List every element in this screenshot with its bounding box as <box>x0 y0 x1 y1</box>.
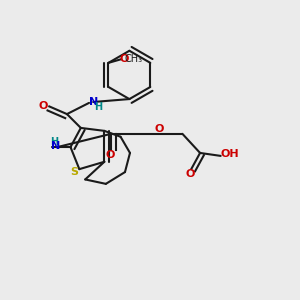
Text: S: S <box>70 167 78 177</box>
Text: N: N <box>51 141 60 151</box>
Text: H: H <box>94 102 102 112</box>
Text: H: H <box>50 137 58 147</box>
Text: O: O <box>185 169 194 179</box>
Text: O: O <box>38 100 47 110</box>
Text: O: O <box>106 150 115 160</box>
Text: N: N <box>88 97 98 107</box>
Text: O: O <box>154 124 164 134</box>
Text: O: O <box>120 54 129 64</box>
Text: OH: OH <box>220 149 239 159</box>
Text: CH₃: CH₃ <box>124 54 142 64</box>
